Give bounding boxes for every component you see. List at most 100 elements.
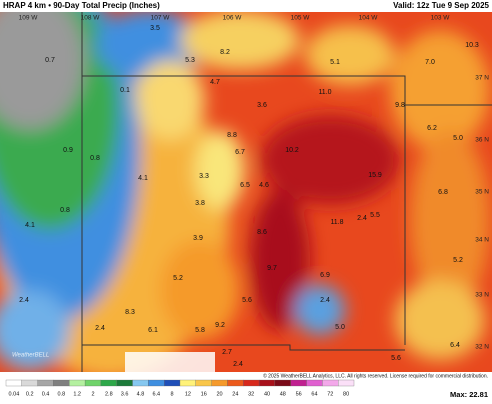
colorbar-label: 32 bbox=[248, 391, 254, 397]
colorbar-swatch bbox=[322, 379, 339, 387]
map-value-label: 9.8 bbox=[395, 102, 405, 109]
map-value-label: 5.6 bbox=[391, 355, 401, 362]
precip-field bbox=[0, 0, 492, 372]
latitude-label: 35 N bbox=[475, 189, 489, 196]
colorbar-swatch bbox=[179, 379, 196, 387]
map-value-label: 4.6 bbox=[259, 182, 269, 189]
colorbar-label: 0.2 bbox=[26, 391, 34, 397]
colorbar-label: 24 bbox=[232, 391, 238, 397]
colorbar-swatch bbox=[164, 379, 181, 387]
longitude-label: 104 W bbox=[359, 15, 379, 22]
map-value-label: 11.8 bbox=[330, 219, 343, 226]
colorbar-swatch bbox=[306, 379, 323, 387]
colorbar-swatch bbox=[274, 379, 291, 387]
map-value-label: 5.5 bbox=[370, 212, 380, 219]
colorbar-swatch bbox=[69, 379, 86, 387]
latitude-label: 36 N bbox=[475, 137, 489, 144]
colorbar-label: 0.4 bbox=[42, 391, 50, 397]
colorbar-swatch bbox=[258, 379, 276, 387]
copyright: © 2025 WeatherBELL Analytics, LLC. All r… bbox=[263, 372, 488, 379]
longitude-label: 105 W bbox=[291, 15, 311, 22]
colorbar-label: 6.4 bbox=[152, 391, 160, 397]
colorbar-swatch bbox=[148, 379, 165, 387]
colorbar-label: 16 bbox=[201, 391, 207, 397]
map-value-label: 6.4 bbox=[450, 342, 460, 349]
colorbar-label: 12 bbox=[185, 391, 191, 397]
map-value-label: 10.3 bbox=[465, 42, 479, 49]
map-value-label: 2.4 bbox=[320, 297, 330, 304]
latitude-label: 34 N bbox=[475, 237, 489, 244]
colorbar-swatch bbox=[21, 379, 38, 387]
colorbar-label: 48 bbox=[280, 391, 286, 397]
map-value-label: 3.6 bbox=[257, 102, 267, 109]
map-value-label: 6.5 bbox=[240, 182, 250, 189]
header-bar bbox=[0, 0, 492, 12]
colorbar-swatch bbox=[195, 379, 212, 387]
map-value-label: 0.8 bbox=[60, 207, 70, 214]
map-value-label: 6.8 bbox=[438, 189, 448, 196]
map-value-label: 3.8 bbox=[195, 200, 205, 207]
colorbar-swatch bbox=[243, 379, 260, 387]
colorbar-label: 3.6 bbox=[121, 391, 129, 397]
map-value-label: 5.2 bbox=[173, 275, 183, 282]
map-value-label: 0.7 bbox=[45, 57, 55, 64]
map-value-label: 5.0 bbox=[453, 135, 463, 142]
colorbar-label: 1.2 bbox=[73, 391, 81, 397]
map-value-label: 3.3 bbox=[199, 173, 209, 180]
colorbar-swatch bbox=[132, 379, 149, 387]
longitude-label: 103 W bbox=[431, 15, 451, 22]
inset-box bbox=[125, 352, 215, 372]
map-value-label: 8.3 bbox=[125, 309, 135, 316]
colorbar-swatch bbox=[53, 379, 70, 387]
colorbar-swatch bbox=[84, 379, 102, 387]
colorbar-label: 0.8 bbox=[58, 391, 66, 397]
colorbar-label: 64 bbox=[311, 391, 317, 397]
valid-time: Valid: 12z Tue 9 Sep 2025 bbox=[393, 1, 489, 10]
map-value-label: 7.0 bbox=[425, 59, 435, 66]
map-value-label: 5.2 bbox=[453, 257, 463, 264]
map-value-label: 5.8 bbox=[195, 327, 205, 334]
map-value-label: 2.4 bbox=[357, 215, 367, 222]
max-value: Max: 22.81 bbox=[450, 390, 488, 399]
colorbar-label: 0.04 bbox=[9, 391, 20, 397]
map-value-label: 11.0 bbox=[318, 89, 331, 96]
map-value-label: 3.5 bbox=[150, 25, 160, 32]
map-value-label: 6.1 bbox=[148, 327, 158, 334]
colorbar-label: 56 bbox=[296, 391, 302, 397]
map-value-label: 4.1 bbox=[25, 222, 35, 229]
map-value-label: 2.7 bbox=[222, 349, 232, 356]
colorbar-label: 20 bbox=[216, 391, 222, 397]
colorbar-swatch bbox=[116, 379, 133, 387]
colorbar-label: 40 bbox=[264, 391, 270, 397]
map-value-label: 6.7 bbox=[235, 149, 245, 156]
latitude-label: 37 N bbox=[475, 75, 489, 82]
map-value-label: 8.8 bbox=[227, 132, 237, 139]
colorbar-swatch bbox=[338, 379, 355, 387]
map-value-label: 10.2 bbox=[285, 147, 299, 154]
longitude-label: 108 W bbox=[81, 15, 101, 22]
colorbar-swatch bbox=[227, 379, 244, 387]
map-value-label: 6.2 bbox=[427, 125, 437, 132]
longitude-label: 109 W bbox=[19, 15, 39, 22]
map-value-label: 8.6 bbox=[257, 229, 267, 236]
map-value-label: 0.8 bbox=[90, 155, 100, 162]
longitude-label: 107 W bbox=[151, 15, 171, 22]
map-value-label: 9.7 bbox=[267, 265, 277, 272]
map-value-label: 5.0 bbox=[335, 324, 345, 331]
colorbar-label: 72 bbox=[327, 391, 333, 397]
map-value-label: 2.4 bbox=[233, 361, 243, 368]
map-value-label: 5.1 bbox=[330, 59, 340, 66]
map-value-label: 4.7 bbox=[210, 79, 220, 86]
latitude-label: 33 N bbox=[475, 292, 489, 299]
map-value-label: 5.3 bbox=[185, 57, 195, 64]
map-value-label: 2.4 bbox=[19, 297, 29, 304]
latitude-label: 32 N bbox=[475, 344, 489, 351]
title: HRAP 4 km • 90-Day Total Precip (Inches) bbox=[3, 1, 160, 10]
map-value-label: 3.9 bbox=[193, 235, 203, 242]
colorbar-label: 80 bbox=[343, 391, 349, 397]
logo: WeatherBELL bbox=[12, 353, 49, 359]
map-value-label: 9.2 bbox=[215, 322, 225, 329]
state-borders bbox=[81, 0, 492, 372]
colorbar-swatch bbox=[290, 379, 307, 387]
